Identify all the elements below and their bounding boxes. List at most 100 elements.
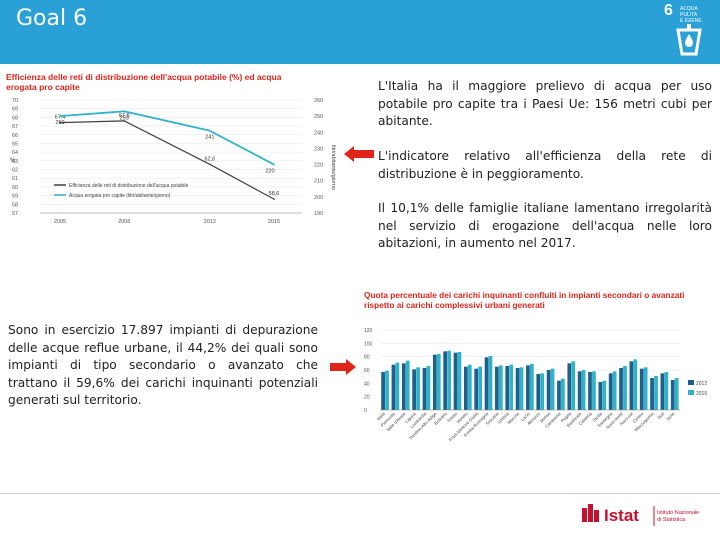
chart2-title-line2: rispetto ai carichi complessivi urbani g…: [364, 300, 545, 310]
chart2-bar: [447, 350, 451, 410]
chart1-ylabel-left: %: [10, 158, 16, 164]
chart2-bar: [654, 376, 658, 410]
paragraph-water-withdrawal: L'Italia ha il maggiore prelievo di acqu…: [378, 79, 712, 128]
chart1-right-tick-label: 190: [314, 211, 323, 217]
chart1-right-tick-label: 240: [314, 130, 323, 136]
chart2-bar: [592, 371, 596, 410]
chart1-data-point: [123, 110, 125, 113]
chart2-bar: [598, 382, 603, 410]
chart1-right-tick-label: 220: [314, 163, 323, 169]
chart2-bar: [643, 367, 648, 410]
chart1-left-tick-label: 59: [12, 194, 18, 200]
chart2-y-tick-label: 100: [364, 341, 373, 347]
chart2-bar: [612, 371, 617, 410]
chart1-left-tick-label: 70: [12, 98, 18, 104]
chart2-y-tick-label: 60: [364, 368, 370, 374]
chart2-bar: [530, 364, 534, 410]
chart1-legend-label: Acqua erogata pro capite (litri/abitante…: [69, 193, 171, 199]
chart2-legend-swatch: [688, 380, 694, 385]
chart2-bar: [453, 352, 458, 410]
chart2-bar: [484, 357, 489, 410]
chart2-legend-swatch: [688, 390, 694, 395]
chart2-bar: [660, 373, 665, 410]
chart2-bar: [650, 378, 654, 410]
chart1-left-tick-label: 63: [12, 159, 18, 165]
chart2-y-axis: 120 100 80 60 40 20 0: [364, 328, 373, 414]
chart1-data-point: [273, 163, 275, 166]
pollutant-load-bar-chart: Quota percentuale dei carichi inquinanti…: [364, 290, 707, 442]
chart2-bar: [519, 367, 524, 410]
chart2-bar: [629, 361, 634, 410]
chart1-legend: Efficienza delle reti di distribuzione d…: [54, 183, 188, 199]
chart2-bar: [416, 367, 420, 410]
chart2-bar: [557, 380, 561, 410]
chart1-legend-label: Efficienza delle reti di distribuzione d…: [69, 183, 188, 189]
water-glass-icon: [676, 24, 702, 56]
chart1-left-tick-label: 61: [12, 176, 18, 182]
paragraph-treatment-plants: Sono in esercizio 17.897 impianti di dep…: [8, 323, 318, 407]
chart1-data-label: 67,6: [119, 113, 130, 119]
chart2-bar: [633, 359, 638, 410]
chart1-right-tick-label: 250: [314, 114, 323, 120]
chart1-left-tick-label: 69: [12, 107, 18, 113]
chart1-left-tick-label: 68: [12, 115, 18, 121]
chart1-data-label: 67,4: [55, 115, 66, 121]
chart2-bar: [567, 363, 572, 410]
goal-number: 6: [664, 2, 673, 19]
chart1-right-tick-label: 200: [314, 195, 323, 201]
chart2-y-tick-label: 20: [364, 395, 370, 401]
chart2-bar: [571, 361, 576, 410]
paragraph-household-irregularity: Il 10,1% delle famiglie italiane lamenta…: [378, 201, 712, 250]
chart2-bar: [526, 365, 530, 410]
chart2-bar: [401, 363, 406, 410]
chart2-bar: [395, 362, 400, 410]
chart2-y-tick-label: 0: [364, 408, 367, 414]
chart1-left-tick-label: 64: [12, 150, 18, 156]
chart2-bar: [474, 368, 479, 410]
chart1-data-point: [123, 120, 125, 122]
chart2-bar: [381, 372, 385, 410]
chart2-bar: [426, 366, 431, 410]
chart2-y-tick-label: 80: [364, 355, 370, 361]
chart2-bar: [639, 368, 644, 410]
chart1-data-point: [209, 129, 211, 132]
chart2-bar: [412, 369, 417, 410]
chart2-bar: [588, 372, 592, 410]
sdg-goal-badge: 6 ACQUA PULITA E IGIENE: [662, 2, 718, 60]
paragraph-network-efficiency: L'indicatore relativo all'efficienza del…: [378, 149, 712, 181]
chart2-title-line1: Quota percentuale dei carichi inquinanti…: [364, 290, 684, 300]
chart1-left-axis: 70 69 68 67 66 65 64 63 62 61 60 59 58 57: [12, 98, 18, 217]
chart2-bar: [515, 368, 520, 410]
istat-logo-sub2: di Statistica: [657, 517, 686, 523]
istat-logo-mark: [582, 504, 599, 522]
red-arrow-right-icon: [330, 359, 356, 375]
chart2-legend-label: 2012: [696, 381, 707, 387]
goal-label-line2: E IGIENE: [680, 18, 702, 24]
chart2-y-tick-label: 40: [364, 381, 370, 387]
chart2-bar: [457, 352, 462, 410]
chart2-bar: [405, 360, 410, 410]
chart2-bar: [495, 366, 499, 410]
chart1-title-line1: Efficienza delle reti di distribuzione d…: [6, 72, 282, 82]
chart2-bar: [464, 366, 468, 410]
chart2-bar: [505, 366, 510, 410]
chart1-series-line: [59, 110, 275, 166]
chart2-bar: [577, 371, 582, 410]
chart1-data-label: 250: [55, 120, 64, 126]
chart2-bar: [478, 366, 483, 410]
chart2-bar: [623, 366, 627, 410]
chart1-ylabel-right: litri/abitante/giorno: [330, 145, 336, 190]
chart1-data-point: [273, 198, 275, 200]
chart2-legend: 2012 2015: [688, 380, 707, 397]
chart1-left-tick-label: 58: [12, 202, 18, 208]
chart1-data-point: [59, 115, 61, 117]
chart2-bar: [436, 354, 441, 410]
chart1-series-line: [59, 120, 275, 200]
chart2-bar: [674, 378, 679, 410]
chart2-category-label: Lazio: [520, 411, 531, 422]
chart1-x-axis: 2005 2008 2012 2015: [40, 212, 302, 225]
goal-label-line1: ACQUA PULITA: [680, 6, 698, 18]
chart1-data-label: 241: [205, 135, 214, 141]
chart1-data-point: [209, 163, 211, 166]
chart2-bar: [443, 351, 448, 410]
